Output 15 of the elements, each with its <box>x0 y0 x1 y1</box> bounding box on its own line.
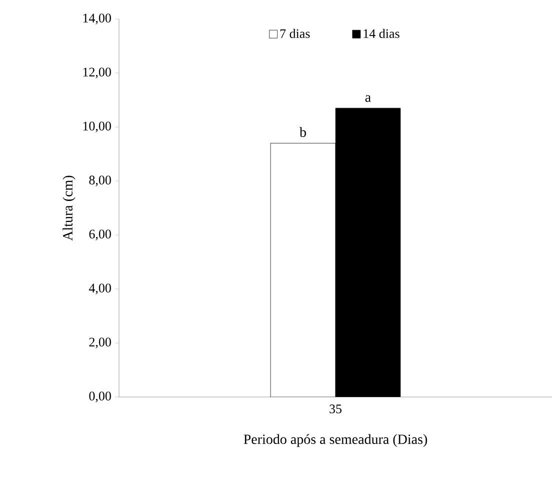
y-tick-label: 12,00 <box>83 68 111 78</box>
legend-label: 14 dias <box>364 28 400 38</box>
annotation: b <box>300 127 306 138</box>
legend-label: 7 dias <box>280 28 310 38</box>
y-tick-label: 4,00 <box>88 284 111 294</box>
y-tick-label: 2,00 <box>89 338 111 348</box>
x-tick-label: 35 <box>330 404 342 414</box>
y-axis-title: Altura (cm) <box>62 176 76 241</box>
y-tick-label: 14,00 <box>83 14 111 24</box>
y-tick-label: 10,00 <box>83 122 111 132</box>
y-tick-label: 8,00 <box>89 176 111 186</box>
y-tick-label: 0,00 <box>89 392 111 402</box>
annotation: a <box>365 95 371 102</box>
x-axis-title: Periodo após a semeadura (Dias) <box>244 434 428 447</box>
y-tick-label: 6,00 <box>89 230 111 240</box>
